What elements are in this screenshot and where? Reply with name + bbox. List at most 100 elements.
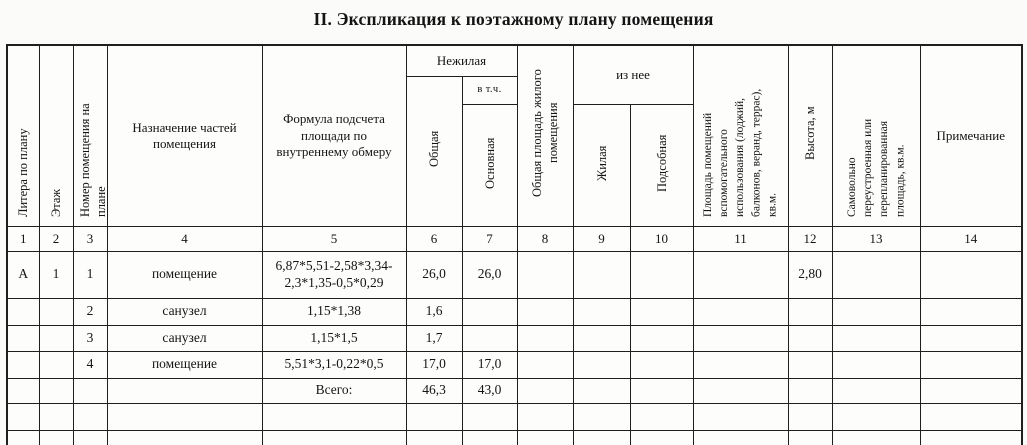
cell [572,429,631,445]
cell-room-number: 3 [72,324,108,352]
table-row: 4 помещение 5,51*3,1-0,22*0,5 17,0 17,0 [6,350,1023,379]
cell [72,402,108,431]
header-podsobnaya: Подсобная [629,103,694,227]
cell [629,297,694,326]
cell [72,377,108,404]
cell-osnovnaya: 17,0 [461,350,518,379]
cell [692,429,789,445]
cell [572,402,631,431]
column-number: 11 [692,225,789,252]
cell [831,324,921,352]
cell [461,402,518,431]
table-row: 3 санузел 1,15*1,5 1,7 [6,324,1023,352]
column-number: 13 [831,225,921,252]
cell [831,350,921,379]
cell [831,402,921,431]
cell-formula: 1,15*1,5 [261,324,407,352]
cell [831,429,921,445]
column-number: 2 [38,225,74,252]
cell-note [919,324,1023,352]
cell [72,429,108,445]
cell [692,377,789,404]
header-obshchaya-label: Общая [427,130,441,167]
header-unauthorized-area-label: Самовольно переустроенная или перепланир… [845,119,907,218]
cell [692,350,789,379]
cell-obshchaya: 1,7 [405,324,463,352]
header-purpose: Назначение частей помещения [106,44,263,227]
explication-table: Литера по плану Этаж Номер помещения на … [6,44,1023,445]
cell [692,402,789,431]
cell-etazh [38,350,74,379]
cell-note [919,250,1023,299]
header-osnovnaya-label: Основная [482,136,497,189]
cell [831,250,921,299]
cell [787,377,833,404]
cell [919,377,1023,404]
cell [629,350,694,379]
cell-obshchaya: 1,6 [405,297,463,326]
cell [516,377,574,404]
cell [629,402,694,431]
cell-formula: 5,51*3,1-0,22*0,5 [261,350,407,379]
cell-note [919,297,1023,326]
column-number: 10 [629,225,694,252]
cell-litera [6,297,40,326]
header-group-of-it: из нее [572,44,694,105]
cell-purpose: санузел [106,297,263,326]
cell-formula: 6,87*5,51-2,58*3,34-2,3*1,35-0,5*0,29 [261,250,407,299]
cell [831,377,921,404]
cell-osnovnaya: 26,0 [461,250,518,299]
cell-room-number: 1 [72,250,108,299]
column-number: 14 [919,225,1023,252]
table-row: А 1 1 помещение 6,87*5,51-2,58*3,34-2,3*… [6,250,1023,299]
cell [6,402,40,431]
cell [572,350,631,379]
header-formula: Формула подсчета площади по внутреннему … [261,44,407,227]
cell-height [787,350,833,379]
cell [516,429,574,445]
cell [38,377,74,404]
cell [405,402,463,431]
cell [106,377,263,404]
header-zhilaya: Жилая [572,103,631,227]
page-title: II. Экспликация к поэтажному плану помещ… [313,9,714,29]
cell-purpose: помещение [106,350,263,379]
cell-purpose: помещение [106,250,263,299]
header-auxiliary-area: Площадь помещений вспомогательного испол… [692,44,789,227]
header-total-living-area: Общая площадь жилого помещения [516,44,574,227]
cell [261,429,407,445]
cell [6,377,40,404]
column-number-row: 1 2 3 4 5 6 7 8 9 10 11 12 13 14 [6,225,1023,252]
cell-height: 2,80 [787,250,833,299]
column-number: 6 [405,225,463,252]
cell [572,324,631,352]
header-height-label: Высота, м [803,106,817,161]
total-obshchaya: 46,3 [405,377,463,404]
header-osnovnaya: Основная [461,103,518,227]
cell [629,429,694,445]
column-number: 9 [572,225,631,252]
cell-room-number: 2 [72,297,108,326]
cell [787,429,833,445]
header-etazh: Этаж [38,44,74,227]
cell-formula: 1,15*1,38 [261,297,407,326]
table-row [6,402,1023,431]
cell [919,429,1023,445]
cell-etazh: 1 [38,250,74,299]
cell [572,250,631,299]
cell [831,297,921,326]
cell [516,324,574,352]
cell-litera: А [6,250,40,299]
header-litera: Литера по плану [6,44,40,227]
cell-litera [6,350,40,379]
header-auxiliary-area-label: Площадь помещений вспомогательного испол… [702,88,779,218]
column-number: 8 [516,225,574,252]
header-unauthorized-area: Самовольно переустроенная или перепланир… [831,44,921,227]
cell-purpose: санузел [106,324,263,352]
cell [38,429,74,445]
header-etazh-label: Этаж [49,189,63,218]
cell-litera [6,324,40,352]
header-incl: в т.ч. [461,75,518,105]
cell [692,250,789,299]
